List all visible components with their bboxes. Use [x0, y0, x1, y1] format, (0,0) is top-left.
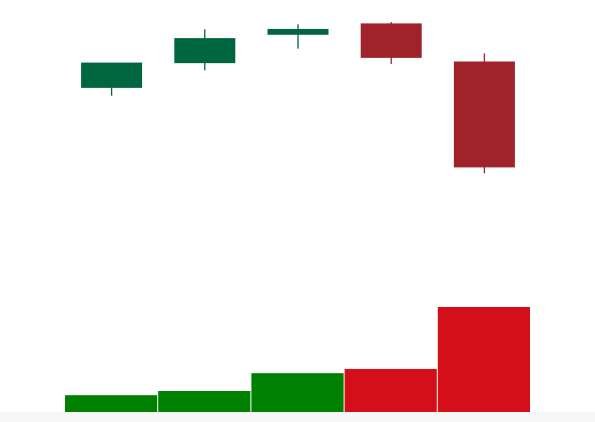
candle-body: [174, 38, 236, 64]
volume-bars: [65, 307, 530, 412]
volume-bar: [437, 307, 530, 412]
candle: [81, 62, 143, 96]
volume-bar: [158, 391, 251, 412]
candle-body: [267, 28, 329, 35]
candle-body: [453, 61, 515, 168]
volume-bar: [251, 373, 344, 412]
candle: [453, 53, 515, 174]
candle: [174, 29, 236, 71]
bottom-band: [0, 412, 595, 422]
candles: [81, 22, 515, 174]
volume-bar: [344, 368, 437, 412]
candle: [360, 22, 422, 64]
candle-body: [360, 23, 422, 58]
candle: [267, 24, 329, 49]
volume-bar: [65, 395, 158, 412]
candle-body: [81, 62, 143, 88]
